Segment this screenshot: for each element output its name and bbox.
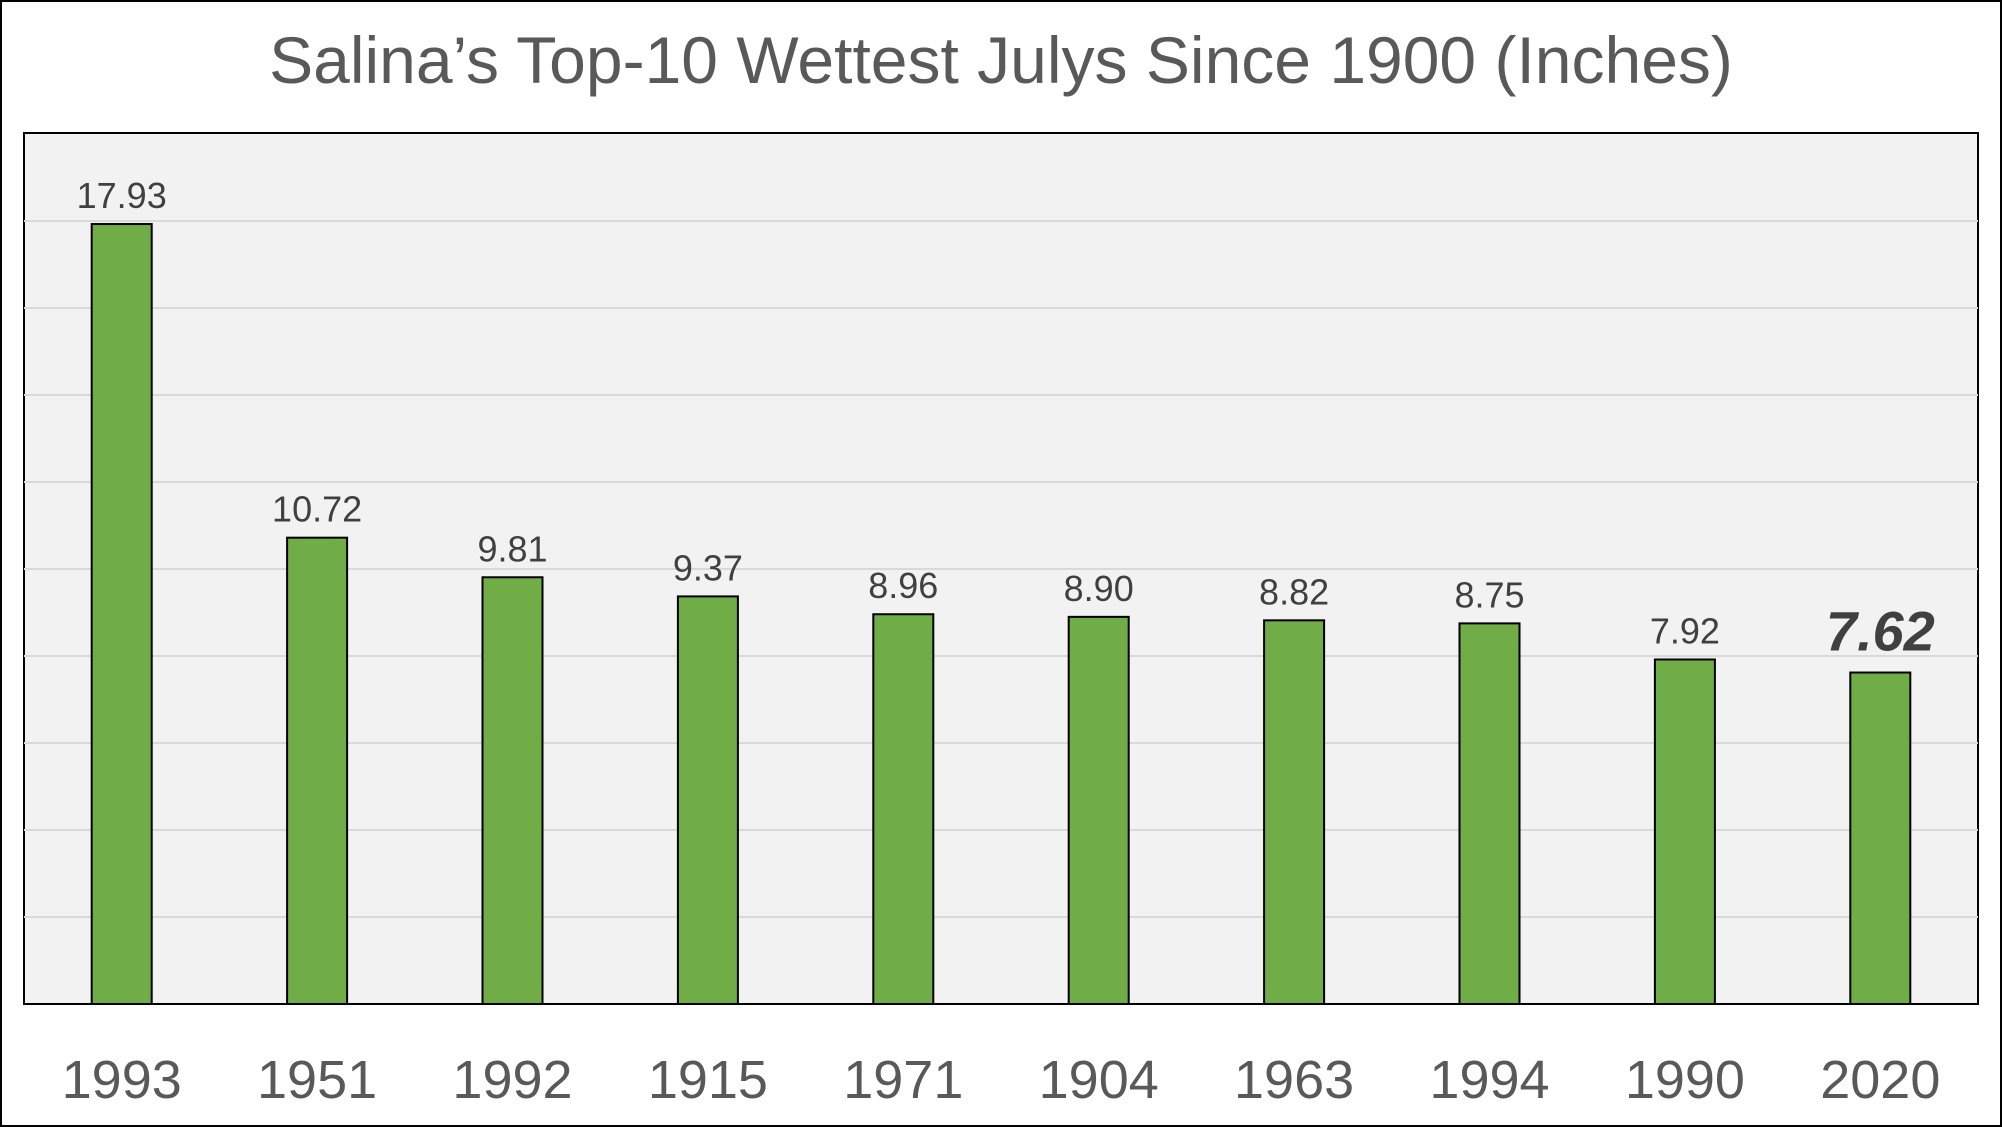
bar-1994: [1458, 622, 1521, 1005]
x-tick-label-1904: 1904: [1039, 1050, 1159, 1110]
x-tick-label-1993: 1993: [62, 1050, 182, 1110]
data-label-1915: 9.37: [673, 547, 743, 588]
x-tick-label-1971: 1971: [843, 1050, 963, 1110]
x-tick-label-1994: 1994: [1429, 1050, 1549, 1110]
data-label-1992: 9.81: [477, 528, 547, 569]
x-tick-label-1951: 1951: [257, 1050, 377, 1110]
bar-1904: [1067, 615, 1130, 1005]
bar-1992: [481, 576, 544, 1005]
data-label-2020: 7.62: [1826, 600, 1935, 663]
x-tick-label-1992: 1992: [452, 1050, 572, 1110]
data-label-1963: 8.82: [1259, 571, 1329, 612]
data-label-1904: 8.90: [1064, 568, 1134, 609]
x-tick-label-2020: 2020: [1820, 1050, 1940, 1110]
data-label-1971: 8.96: [868, 565, 938, 606]
chart-title: Salina’s Top-10 Wettest Julys Since 1900…: [269, 23, 1733, 97]
data-label-1951: 10.72: [272, 489, 362, 530]
bar-1915: [676, 595, 739, 1006]
data-label-1994: 8.75: [1454, 574, 1524, 615]
bar-1990: [1653, 658, 1716, 1005]
data-label-1993: 17.93: [77, 175, 167, 216]
bar-1993: [90, 223, 153, 1006]
data-label-1990: 7.92: [1650, 610, 1720, 651]
bar-2020: [1849, 671, 1912, 1006]
bar-1951: [286, 536, 349, 1005]
bar-1971: [872, 613, 935, 1005]
x-tick-label-1990: 1990: [1625, 1050, 1745, 1110]
bar-1963: [1263, 619, 1326, 1006]
x-tick-label-1963: 1963: [1234, 1050, 1354, 1110]
x-tick-labels: 1993 1951 1992 1915 1971 1904 1963 1994 1990 2020: [62, 1050, 1941, 1110]
x-tick-label-1915: 1915: [648, 1050, 768, 1110]
data-labels: 17.93 10.72 9.81 9.37 8.96 8.90 8.82 8.75 7.92 7.…: [77, 175, 1935, 662]
gridlines: [24, 220, 1978, 918]
bars: [90, 223, 1912, 1006]
